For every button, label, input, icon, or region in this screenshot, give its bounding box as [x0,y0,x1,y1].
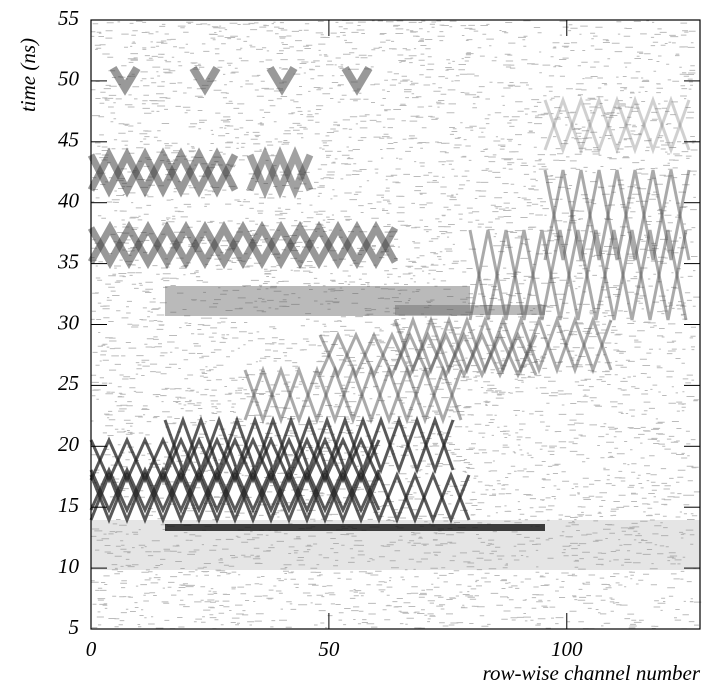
y-tick-label: 25 [58,371,79,395]
x-tick-label: 50 [318,637,340,661]
pattern [543,169,691,261]
y-tick-label: 10 [58,554,80,578]
pattern [266,65,298,96]
pattern [89,466,381,514]
pattern [87,220,399,270]
y-axis-label: time (ns) [16,38,40,112]
pattern [393,315,613,375]
pattern [318,331,538,379]
y-tick-label: 55 [58,6,79,30]
pattern [468,229,688,321]
pattern [318,331,538,379]
pattern [393,315,613,375]
pattern [163,415,455,475]
y-tick-label: 15 [58,493,79,517]
y-tick-label: 5 [69,615,80,639]
y-tick-label: 20 [58,432,80,456]
noise [91,19,702,630]
y-tick-label: 40 [58,189,80,213]
pattern [89,436,381,484]
y-tick-label: 50 [58,67,80,91]
y-tick-label: 45 [58,128,79,152]
pattern [109,65,141,96]
y-tick-label: 30 [57,310,80,334]
pattern [543,95,691,155]
band [165,524,545,531]
pattern [243,365,463,425]
pattern [189,65,221,96]
pattern [89,436,381,484]
x-tick-label: 100 [551,637,583,661]
pattern [87,147,239,198]
band [395,305,545,315]
heatmap [87,19,702,630]
x-axis-label: row-wise channel number [483,661,701,685]
band [165,286,470,316]
pattern [246,146,314,199]
pattern [341,65,373,96]
y-tick-label: 35 [57,249,79,273]
pattern [89,466,381,514]
pattern [163,415,455,475]
pattern [543,169,691,261]
pattern [89,470,471,525]
pattern [87,220,399,270]
x-tick-label: 0 [86,637,97,661]
pattern [87,147,239,198]
pattern [246,146,314,199]
pattern [468,229,688,321]
pattern [543,95,691,155]
